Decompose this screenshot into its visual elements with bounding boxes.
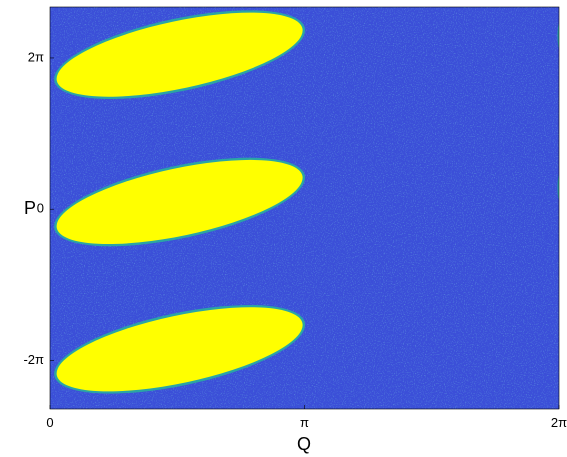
x-axis-label: Q [297,434,311,454]
y-axis-ticks: 2π 0 -2π [23,49,54,367]
edge-sliver-1 [557,174,559,201]
y-tick-label-2: -2π [23,352,44,367]
y-axis-label: P [24,198,36,218]
stable-region-top [56,12,303,97]
y-tick-label-1: 0 [37,201,44,216]
stable-region-middle [56,159,303,245]
y-tick-label-0: 2π [28,49,44,64]
x-tick-label-1: π [300,415,309,430]
stable-region-bottom [56,307,303,392]
x-tick-label-0: 0 [46,415,53,430]
x-tick-label-2: 2π [551,415,567,430]
x-axis-ticks: 0 π 2π [46,405,567,430]
plot-area [49,6,560,410]
edge-sliver-0 [557,23,559,49]
stable-regions [54,10,559,394]
